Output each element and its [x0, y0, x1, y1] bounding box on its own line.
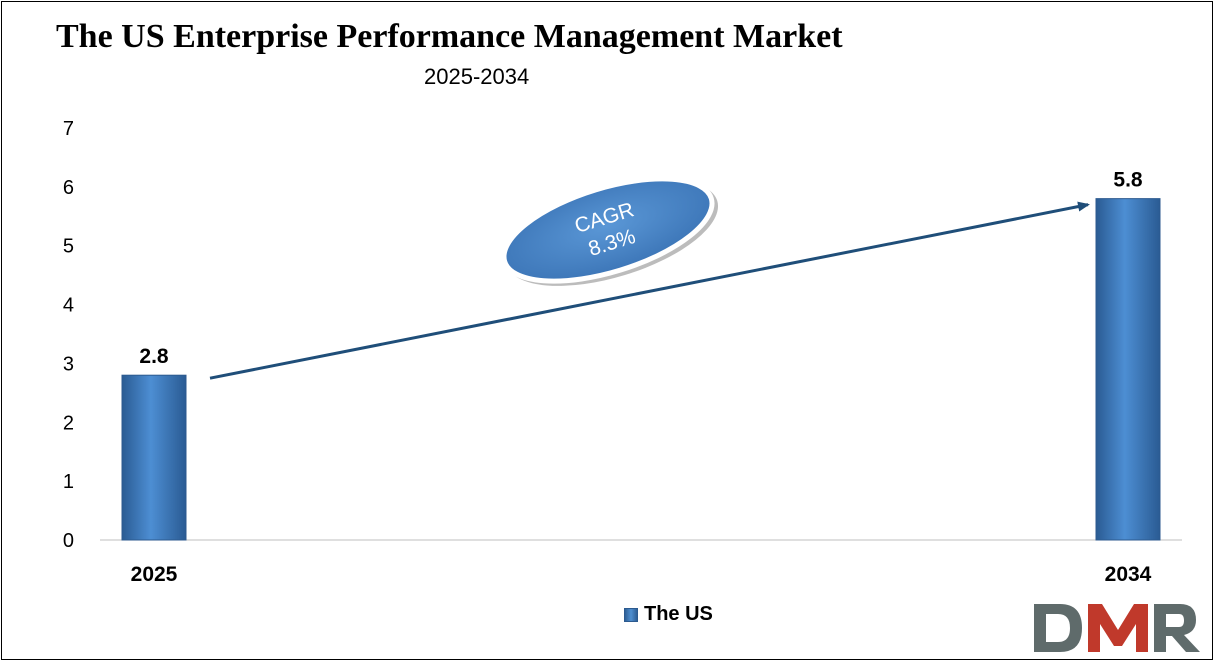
data-label: 5.8	[1113, 169, 1143, 192]
y-tick-label: 1	[63, 471, 74, 493]
y-tick-label: 0	[63, 530, 74, 552]
y-tick-label: 2	[63, 412, 74, 434]
y-tick-label: 5	[63, 236, 74, 258]
y-axis: 0 1 2 3 4 5 6 7	[63, 118, 74, 552]
cagr-bubble: CAGR 8.3%	[501, 176, 719, 286]
x-tick-label: 2034	[1105, 563, 1152, 586]
chart-title: The US Enterprise Performance Management…	[56, 18, 843, 55]
bar	[1095, 198, 1161, 541]
bar	[121, 374, 187, 541]
bars: 2.8 2025 5.8 2034	[121, 169, 1161, 586]
chart-subtitle: 2025-2034	[424, 64, 530, 89]
trend-arrow	[209, 201, 1090, 380]
y-tick-label: 3	[63, 353, 74, 375]
x-tick-label: 2025	[131, 563, 178, 586]
data-label: 2.8	[139, 345, 169, 368]
y-tick-label: 6	[63, 177, 74, 199]
legend-label: The US	[644, 603, 713, 625]
legend: The US	[624, 603, 713, 626]
cagr-annotation: CAGR 8.3%	[209, 176, 1090, 380]
y-tick-label: 4	[63, 295, 74, 317]
dmr-logo	[1034, 604, 1200, 652]
legend-swatch	[624, 607, 638, 622]
y-tick-label: 7	[63, 118, 74, 140]
